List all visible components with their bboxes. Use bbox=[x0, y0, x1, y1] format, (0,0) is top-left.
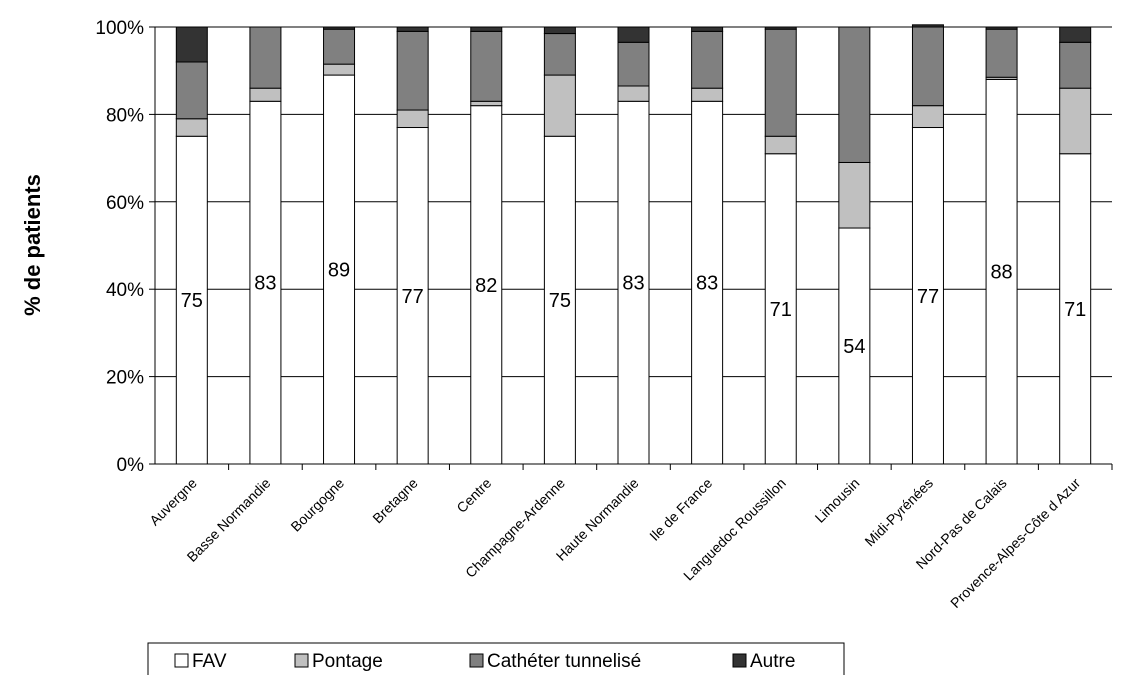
bar-segment bbox=[1059, 87, 1092, 155]
bar-segment bbox=[617, 85, 650, 102]
x-tick-label: Midi-Pyrénées bbox=[861, 475, 936, 550]
legend-swatch bbox=[732, 653, 747, 668]
y-tick-label: 80% bbox=[106, 105, 144, 126]
bar-segment bbox=[470, 100, 503, 107]
legend-swatch bbox=[469, 653, 484, 668]
bar-segment bbox=[691, 26, 724, 32]
legend-swatch bbox=[174, 653, 189, 668]
x-tick-label: Bourgogne bbox=[287, 475, 347, 535]
x-tick-label: Auvergne bbox=[146, 475, 200, 529]
bar-segment bbox=[175, 135, 208, 465]
data-label: 75 bbox=[549, 290, 571, 312]
bar-segment bbox=[249, 26, 282, 89]
bar-segment bbox=[175, 61, 208, 120]
legend-label: Autre bbox=[750, 651, 795, 672]
legend-swatch bbox=[294, 653, 309, 668]
legend-box bbox=[147, 642, 845, 675]
bar-segment bbox=[543, 33, 576, 76]
bar-segment bbox=[838, 26, 871, 163]
bar-segment bbox=[175, 118, 208, 137]
legend-label: Cathéter tunnelisé bbox=[487, 651, 641, 672]
x-tick-label: Bretagne bbox=[369, 475, 421, 527]
x-tick-label: Limousin bbox=[812, 475, 863, 526]
bar-segment bbox=[1059, 41, 1092, 89]
bar-segment bbox=[1059, 26, 1092, 43]
bar-segment bbox=[617, 100, 650, 465]
bar-segment bbox=[396, 30, 429, 111]
bar-segment bbox=[470, 30, 503, 102]
data-label: 89 bbox=[328, 260, 350, 282]
data-label: 71 bbox=[1064, 299, 1086, 321]
bar-segment bbox=[543, 26, 576, 35]
bar-segment bbox=[764, 153, 797, 465]
bar-segment bbox=[617, 26, 650, 43]
bar-segment bbox=[543, 74, 576, 137]
data-label: 77 bbox=[402, 286, 424, 308]
bar-segment bbox=[691, 30, 724, 89]
y-tick-label: 60% bbox=[106, 193, 144, 214]
y-tick-label: 100% bbox=[95, 18, 144, 39]
bar-segment bbox=[985, 26, 1018, 30]
bar-segment bbox=[175, 26, 208, 63]
bar-segment bbox=[764, 26, 797, 30]
data-label: 83 bbox=[622, 273, 644, 295]
bar-segment bbox=[396, 26, 429, 32]
bar-segment bbox=[323, 63, 356, 76]
y-tick-label: 40% bbox=[106, 280, 144, 301]
bar-segment bbox=[838, 227, 871, 465]
bar-segment bbox=[691, 100, 724, 465]
bar-segment bbox=[396, 109, 429, 129]
bar-segment bbox=[323, 28, 356, 65]
bar-segment bbox=[249, 87, 282, 102]
data-label: 82 bbox=[475, 275, 497, 297]
data-label: 83 bbox=[696, 273, 718, 295]
y-tick-label: 20% bbox=[106, 368, 144, 389]
y-tick-label: 0% bbox=[117, 455, 145, 476]
data-labels: 75 83 89 77 82 75 83 83 71 54 77 88 71 bbox=[181, 260, 1087, 358]
data-label: 83 bbox=[254, 273, 276, 295]
x-tick-label: Provence-Alpes-Côte d Azur bbox=[947, 475, 1083, 611]
data-label: 54 bbox=[843, 336, 865, 358]
data-label: 75 bbox=[181, 290, 203, 312]
bar-segment bbox=[985, 78, 1018, 465]
bar-segment bbox=[764, 28, 797, 137]
data-label: 88 bbox=[990, 262, 1012, 284]
bar-segment bbox=[691, 87, 724, 102]
bar-segment bbox=[764, 135, 797, 155]
data-label: 71 bbox=[770, 299, 792, 321]
bar-segment bbox=[911, 24, 944, 28]
data-label: 77 bbox=[917, 286, 939, 308]
y-axis-title: % de patients bbox=[20, 174, 45, 316]
legend-label: Pontage bbox=[312, 651, 383, 672]
bar-segment bbox=[1059, 153, 1092, 465]
bar-segment bbox=[985, 28, 1018, 78]
bar-segment bbox=[911, 26, 944, 107]
bar-segment bbox=[323, 26, 356, 30]
bar-segment bbox=[911, 105, 944, 129]
x-tick-label: Ile de France bbox=[646, 475, 715, 544]
bar-segment bbox=[617, 41, 650, 87]
x-tick-label: Centre bbox=[453, 475, 494, 516]
bar-segment bbox=[470, 26, 503, 32]
legend: FAV Pontage Cathéter tunnelisé Autre bbox=[147, 642, 845, 675]
legend-label: FAV bbox=[192, 651, 227, 672]
bars bbox=[175, 24, 1092, 465]
bar-segment bbox=[838, 161, 871, 229]
